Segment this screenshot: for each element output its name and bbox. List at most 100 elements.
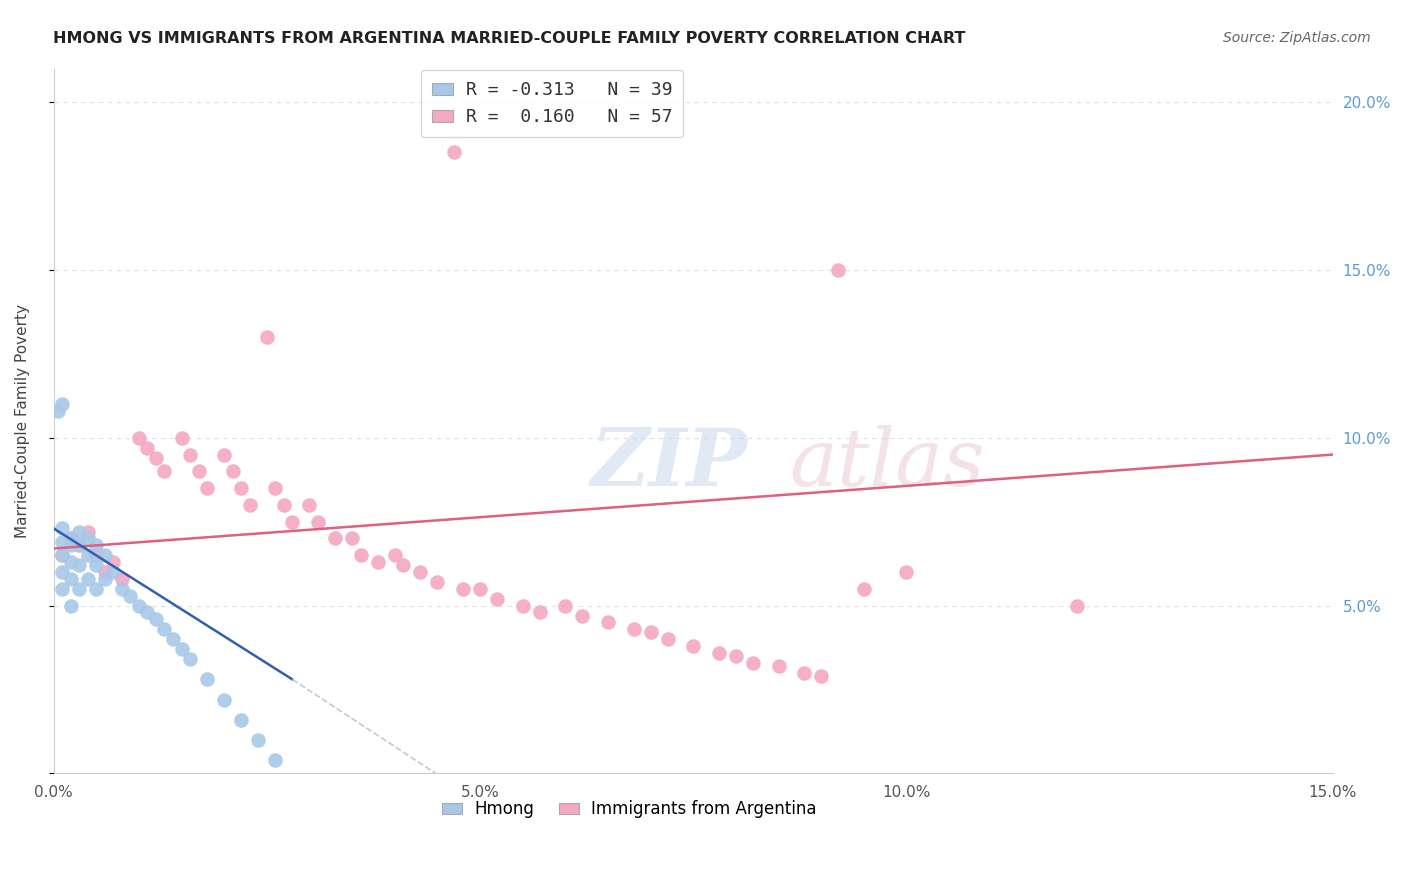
Point (153, 464, 176, 478)
Point (111, 572, 134, 586)
Point (51, 582, 73, 596)
Point (384, 548, 406, 562)
Point (529, 605, 551, 619)
Point (623, 622, 645, 636)
Text: atlas: atlas (789, 425, 984, 502)
Point (67, 538, 90, 552)
Point (67, 582, 90, 596)
Point (59, 555, 82, 569)
Point (162, 632, 184, 647)
Point (59, 532, 82, 546)
Point (94, 572, 117, 586)
Point (76, 572, 98, 586)
Point (323, 532, 346, 546)
Point (768, 659, 790, 673)
Point (852, 582, 875, 596)
Point (51, 565, 73, 579)
Point (742, 656, 765, 670)
Point (212, 448, 235, 462)
Point (896, 565, 918, 579)
Point (195, 481, 218, 495)
Point (128, 599, 150, 613)
Point (231, 713, 253, 727)
Point (298, 498, 321, 512)
Point (67, 524, 90, 539)
Point (76, 532, 98, 546)
Point (682, 639, 704, 653)
Point (170, 431, 193, 445)
Point (179, 448, 201, 462)
Point (59, 532, 82, 546)
Point (392, 558, 415, 573)
Point (187, 464, 209, 478)
Point (707, 646, 730, 660)
Point (51, 397, 73, 411)
Point (307, 515, 329, 529)
Point (451, 582, 474, 596)
Point (350, 548, 373, 562)
Point (84, 538, 107, 552)
Point (67, 558, 90, 573)
Point (128, 431, 150, 445)
Point (247, 732, 270, 747)
Point (281, 515, 304, 529)
Point (145, 612, 167, 626)
Point (657, 632, 679, 647)
Point (256, 330, 278, 344)
Point (145, 450, 167, 465)
Point (136, 441, 159, 455)
Point (367, 555, 389, 569)
Point (76, 524, 98, 539)
Point (512, 599, 534, 613)
Point (103, 555, 125, 569)
Point (103, 565, 125, 579)
Point (67, 538, 90, 552)
Point (59, 599, 82, 613)
Point (340, 532, 363, 546)
Point (239, 498, 262, 512)
Point (84, 548, 107, 562)
Text: ZIP: ZIP (591, 425, 748, 502)
Point (264, 481, 287, 495)
Point (136, 605, 159, 619)
Point (51, 521, 73, 535)
Point (443, 145, 465, 160)
Point (554, 599, 576, 613)
Point (231, 481, 253, 495)
Point (111, 582, 134, 596)
Point (94, 565, 117, 579)
Point (59, 538, 82, 552)
Text: HMONG VS IMMIGRANTS FROM ARGENTINA MARRIED-COUPLE FAMILY POVERTY CORRELATION CHA: HMONG VS IMMIGRANTS FROM ARGENTINA MARRI… (53, 31, 966, 46)
Point (409, 565, 432, 579)
Point (120, 589, 142, 603)
Legend: Hmong, Immigrants from Argentina: Hmong, Immigrants from Argentina (436, 794, 823, 825)
Point (84, 558, 107, 573)
Point (273, 498, 295, 512)
Point (170, 642, 193, 657)
Point (51, 548, 73, 562)
Point (724, 648, 747, 663)
Point (153, 622, 176, 636)
Point (486, 591, 509, 606)
Point (426, 575, 449, 590)
Point (810, 669, 832, 683)
Y-axis label: Married-Couple Family Poverty: Married-Couple Family Poverty (15, 304, 30, 538)
Point (1066, 599, 1088, 613)
Point (76, 548, 98, 562)
Point (179, 652, 201, 666)
Point (571, 608, 593, 623)
Point (59, 572, 82, 586)
Point (94, 548, 117, 562)
Point (51, 548, 73, 562)
Text: Source: ZipAtlas.com: Source: ZipAtlas.com (1223, 31, 1371, 45)
Point (195, 673, 218, 687)
Point (827, 263, 849, 277)
Point (640, 625, 662, 640)
Point (212, 692, 235, 706)
Point (51, 534, 73, 549)
Point (596, 615, 619, 630)
Point (222, 464, 245, 478)
Point (264, 753, 287, 767)
Point (793, 665, 815, 680)
Point (46, 404, 69, 418)
